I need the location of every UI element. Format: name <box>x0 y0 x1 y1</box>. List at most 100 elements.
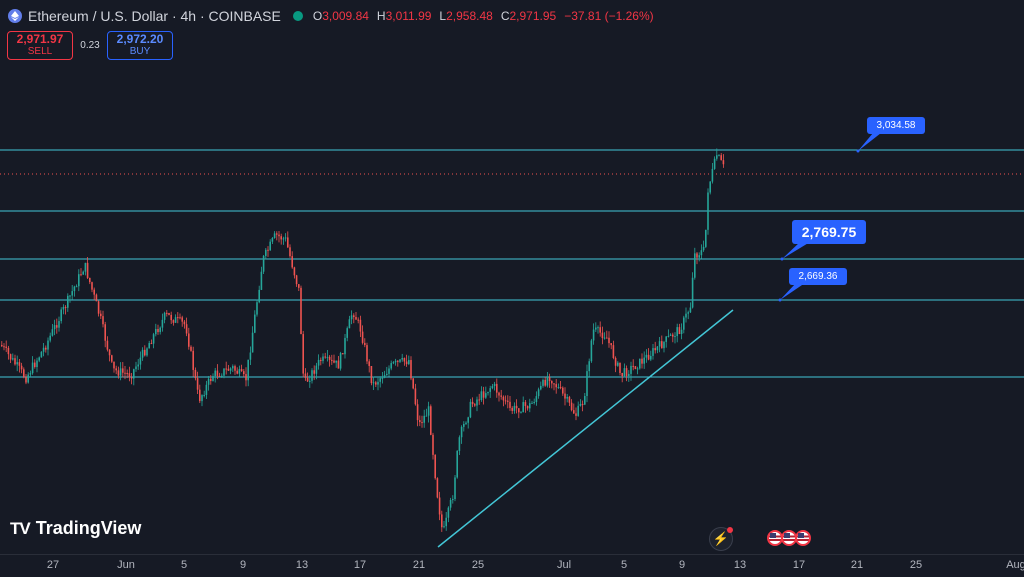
market-status-icon[interactable] <box>292 11 303 21</box>
candle-body <box>575 413 577 416</box>
candle-body <box>628 373 630 377</box>
candle-body <box>368 361 370 366</box>
candle-body <box>225 368 227 370</box>
price-label-lower[interactable]: 2,669.36 <box>789 268 847 285</box>
candle-body <box>42 347 45 352</box>
x-tick-label: 27 <box>46 559 60 571</box>
candle-body <box>97 301 100 314</box>
candle-body <box>174 317 177 323</box>
candle-body <box>89 277 91 283</box>
candle-body <box>529 403 531 409</box>
candle-body <box>67 295 69 308</box>
candle-body <box>267 249 269 251</box>
change-value: −37.81 (−1.26%) <box>564 9 654 23</box>
candle-body <box>146 348 148 356</box>
candle-body <box>168 313 170 315</box>
candle-body <box>271 237 274 242</box>
notification-dot <box>727 527 733 533</box>
candle-body <box>322 356 324 361</box>
candle-body <box>401 358 403 360</box>
candle-body <box>135 366 137 370</box>
tradingview-logo-text: TradingView <box>35 518 142 538</box>
candle-body <box>128 373 131 378</box>
sell-button[interactable]: 2,971.97 SELL <box>7 31 73 60</box>
candle-body <box>38 357 40 361</box>
candle-body <box>185 324 188 334</box>
candle-body <box>568 396 571 403</box>
price-label-middle[interactable]: 2,769.75 <box>792 220 866 244</box>
close-label: C <box>500 9 510 23</box>
time-axis[interactable]: 27 Jun 5 9 13 17 21 25 Jul 5 9 13 17 21 25 Aug <box>0 554 1024 577</box>
candle-body <box>621 372 623 377</box>
candle-body <box>544 379 546 386</box>
candle-body <box>524 402 527 407</box>
anchor-point <box>778 298 782 302</box>
candle-body <box>625 368 628 377</box>
candle-body <box>207 378 210 385</box>
candle-body <box>221 375 223 377</box>
candle-body <box>324 356 326 358</box>
candle-body <box>111 355 113 362</box>
candle-body <box>652 348 654 356</box>
candle-body <box>579 403 582 406</box>
candle-body <box>518 408 520 413</box>
candle-body <box>199 389 201 402</box>
candle-body <box>551 381 553 384</box>
candle-body <box>159 327 161 333</box>
candle-body <box>394 360 397 363</box>
candle-body <box>157 328 159 333</box>
candle-body <box>718 155 720 157</box>
candle-body <box>73 286 76 292</box>
candle-body <box>557 387 560 389</box>
candle-body <box>353 315 355 317</box>
candle-body <box>566 396 568 399</box>
buy-button[interactable]: 2,972.20 BUY <box>107 31 173 60</box>
symbol-title[interactable]: Ethereum / U.S. Dollar · 4h · COINBASE <box>28 8 281 24</box>
us-flag-icon[interactable] <box>795 530 811 546</box>
candle-body <box>29 373 32 375</box>
candle-body <box>456 450 458 478</box>
candle-body <box>58 321 60 328</box>
candle-body <box>126 372 128 374</box>
candle-body <box>80 274 82 276</box>
candle-body <box>194 369 197 379</box>
candle-body <box>287 237 289 248</box>
candle-body <box>247 359 249 381</box>
candle-body <box>47 340 49 350</box>
candle-body <box>262 255 265 272</box>
candle-body <box>377 381 379 385</box>
candle-body <box>562 387 564 394</box>
candle-body <box>273 233 276 238</box>
candle-body <box>476 399 478 406</box>
lightning-icon[interactable]: ⚡ <box>709 527 733 551</box>
candle-body <box>606 337 608 339</box>
trend-line <box>437 309 734 548</box>
candle-body <box>676 327 678 337</box>
candle-body <box>133 369 135 379</box>
candle-body <box>504 400 507 402</box>
candle-body <box>432 434 434 455</box>
candle-body <box>366 345 368 362</box>
candle-body <box>485 393 487 398</box>
candle-body <box>34 362 36 367</box>
candle-body <box>449 499 452 508</box>
candle-body <box>614 357 617 366</box>
candle-body <box>674 336 676 338</box>
candle-body <box>419 420 421 423</box>
candle-body <box>392 362 395 364</box>
price-label-top[interactable]: 3,034.58 <box>867 117 925 134</box>
x-tick-label: 13 <box>295 559 309 571</box>
economic-events[interactable] <box>767 530 811 546</box>
candle-body <box>232 366 234 369</box>
candle-body <box>465 422 467 424</box>
candle-body <box>361 331 364 343</box>
candle-body <box>623 368 626 377</box>
candle-body <box>313 370 315 374</box>
candle-body <box>496 383 498 393</box>
candle-body <box>386 373 388 376</box>
tradingview-logo[interactable]: TV TradingView <box>10 518 141 539</box>
candle-body <box>265 249 267 256</box>
candle-body <box>700 250 703 256</box>
candle-body <box>507 400 509 402</box>
